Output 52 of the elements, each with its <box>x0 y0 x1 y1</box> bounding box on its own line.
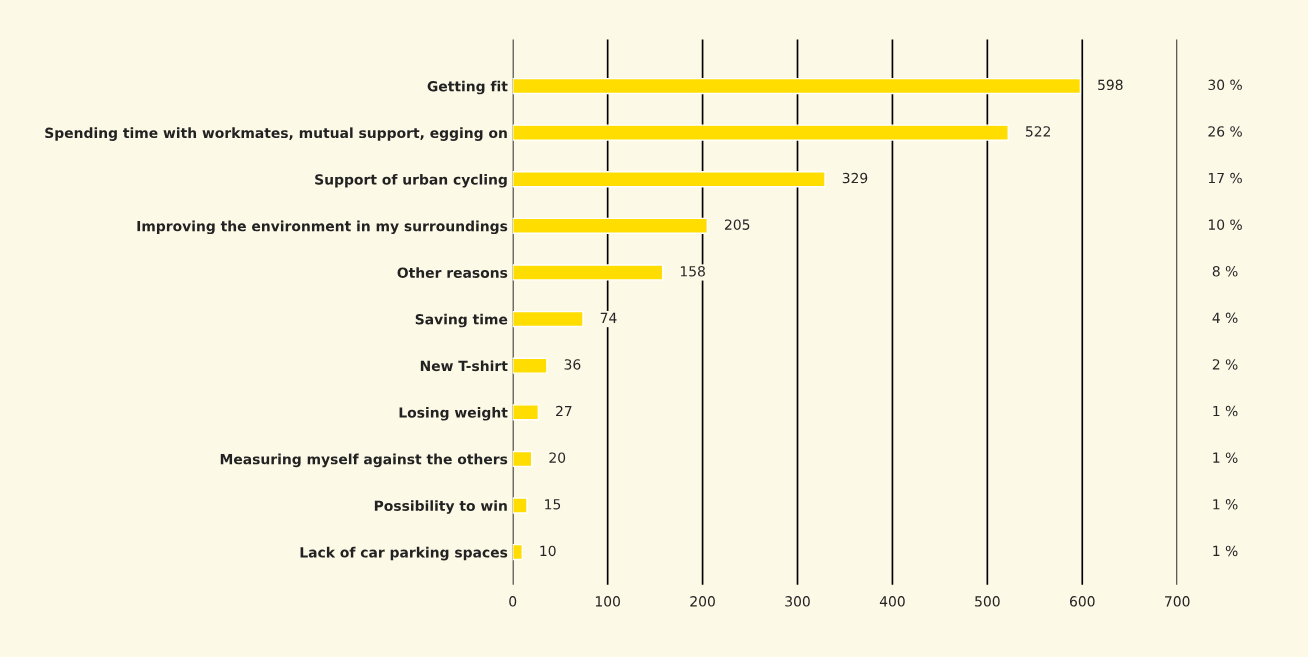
x-tick-label: 300 <box>785 596 810 607</box>
data-label: 598 <box>1098 79 1123 91</box>
x-tick-label: 200 <box>690 596 715 607</box>
y-tick-label: Spending time with workmates, mutual support, egging on <box>45 127 507 141</box>
y-tick-label: Lack of car parking spaces <box>300 546 508 561</box>
text: 8 % <box>1212 265 1238 277</box>
data-label: 20 <box>549 452 566 463</box>
x-tick-label: 600 <box>1069 596 1095 607</box>
text: 1 % <box>1213 452 1238 463</box>
x-tick-label: 100 <box>595 596 620 607</box>
bar <box>512 171 826 188</box>
text: 30 % <box>1208 79 1242 91</box>
y-tick-label: Saving time <box>415 313 508 328</box>
bar <box>512 217 709 235</box>
bar <box>512 357 548 374</box>
data-label: 10 <box>540 545 556 557</box>
y-tick-label: Other reasons <box>397 267 508 278</box>
text: 10 % <box>1208 219 1242 230</box>
bar <box>512 450 533 468</box>
text: 17 % <box>1208 172 1242 184</box>
x-tick-label: 700 <box>1165 596 1190 607</box>
data-label: 158 <box>680 265 705 277</box>
text: 1 % <box>1213 545 1238 557</box>
data-label: 329 <box>842 172 868 184</box>
y-tick-label: Improving the environment in my surroundings <box>137 220 508 235</box>
bar <box>512 497 528 514</box>
data-label: 74 <box>600 312 617 323</box>
x-tick-label: 0 <box>509 596 517 607</box>
y-tick-label: Possibility to win <box>374 500 507 514</box>
text: 1 % <box>1213 499 1238 510</box>
y-tick-label: New T-shirt <box>420 360 508 372</box>
bar <box>512 543 523 561</box>
data-label: 205 <box>725 219 750 230</box>
bar <box>512 264 664 281</box>
y-tick-label: Measuring myself against the others <box>220 453 508 468</box>
x-tick-label: 500 <box>975 596 1000 607</box>
data-label: 27 <box>556 405 572 417</box>
y-tick-label: Losing weight <box>399 407 508 421</box>
text: 26 % <box>1208 126 1242 137</box>
bar <box>512 77 1082 95</box>
bar <box>512 124 1009 141</box>
y-tick-label: Getting fit <box>427 80 508 95</box>
bar <box>512 310 584 328</box>
data-label: 15 <box>545 499 561 510</box>
text: 4 % <box>1212 312 1238 324</box>
data-label: 36 <box>564 359 581 370</box>
data-label: 522 <box>1025 126 1051 137</box>
text: 1 % <box>1213 405 1238 417</box>
y-tick-label: Support of urban cycling <box>315 173 507 188</box>
x-tick-label: 400 <box>879 596 905 607</box>
text: 2 % <box>1212 359 1238 370</box>
bar <box>512 404 540 421</box>
